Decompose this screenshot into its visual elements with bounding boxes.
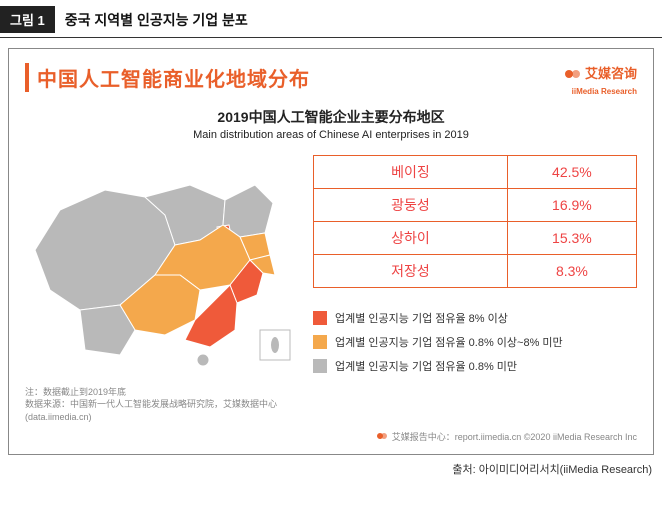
region-cell: 저장성 — [314, 254, 508, 287]
legend: 업계별 인공지능 기업 점유율 8% 이상 업계별 인공지능 기업 점유율 0.… — [313, 310, 637, 374]
subtitle-en: Main distribution areas of Chinese AI en… — [25, 129, 637, 141]
pct-cell: 42.5% — [507, 155, 636, 188]
map-column: 注：数据截止到2019年底 数据来源：中国新一代人工智能发展战略研究院，艾媒数据… — [25, 155, 295, 424]
pct-cell: 8.3% — [507, 254, 636, 287]
legend-label: 업계별 인공지능 기업 점유율 0.8% 미만 — [335, 358, 517, 374]
legend-swatch-icon — [313, 359, 327, 373]
card-topbar: 中国人工智能商业化地域分布 艾媒咨询 iiMedia Research — [25, 63, 637, 97]
brand-logo-small-icon — [376, 430, 388, 444]
table-row: 베이징 42.5% — [314, 155, 637, 188]
figure-title: 중국 지역별 인공지능 기업 분포 — [65, 10, 248, 30]
main-title: 中国人工智能商业化地域分布 — [25, 63, 310, 92]
legend-item: 업계별 인공지능 기업 점유율 0.8% 미만 — [313, 358, 637, 374]
brand-cn: 艾媒咨询 — [585, 66, 637, 81]
figure-tag: 그림 1 — [0, 6, 55, 33]
brand-en: iiMedia Research — [572, 87, 637, 96]
region-cell: 광둥성 — [314, 188, 508, 221]
table-row: 저장성 8.3% — [314, 254, 637, 287]
table-row: 광둥성 16.9% — [314, 188, 637, 221]
distribution-table: 베이징 42.5% 광둥성 16.9% 상하이 15.3% 저장성 8.3% — [313, 155, 637, 288]
region-cell: 상하이 — [314, 221, 508, 254]
table-column: 베이징 42.5% 광둥성 16.9% 상하이 15.3% 저장성 8.3% — [313, 155, 637, 424]
footnote-line-1: 注：数据截止到2019年底 — [25, 386, 295, 399]
pct-cell: 15.3% — [507, 221, 636, 254]
bottom-credit-text: 艾媒报告中心：report.iimedia.cn ©2020 iiMedia R… — [392, 430, 637, 443]
table-row: 상하이 15.3% — [314, 221, 637, 254]
legend-label: 업계별 인공지능 기업 점유율 8% 이상 — [335, 310, 508, 326]
infographic-card: 中国人工智能商业化地域分布 艾媒咨询 iiMedia Research 2019… — [8, 48, 654, 455]
region-cell: 베이징 — [314, 155, 508, 188]
subtitle-block: 2019中国人工智能企业主要分布地区 Main distribution are… — [25, 107, 637, 141]
brand-block: 艾媒咨询 iiMedia Research — [564, 63, 637, 97]
legend-swatch-icon — [313, 311, 327, 325]
figure-header: 그림 1 중국 지역별 인공지능 기업 분포 — [0, 0, 662, 38]
legend-item: 업계별 인공지능 기업 점유율 0.8% 이상~8% 미만 — [313, 334, 637, 350]
source-line: 출처: 아이미디어리서치(iiMedia Research) — [0, 461, 652, 477]
footnote-line-2: 数据来源：中国新一代人工智能发展战略研究院，艾媒数据中心(data.iimedi… — [25, 398, 295, 423]
content-row: 注：数据截止到2019年底 数据来源：中国新一代人工智能发展战略研究院，艾媒数据… — [25, 155, 637, 424]
pct-cell: 16.9% — [507, 188, 636, 221]
subtitle-cn: 2019中国人工智能企业主要分布地区 — [25, 107, 637, 127]
legend-item: 업계별 인공지능 기업 점유율 8% 이상 — [313, 310, 637, 326]
legend-label: 업계별 인공지능 기업 점유율 0.8% 이상~8% 미만 — [335, 334, 563, 350]
bottom-credit: 艾媒报告中心：report.iimedia.cn ©2020 iiMedia R… — [25, 430, 637, 444]
legend-swatch-icon — [313, 335, 327, 349]
brand-logo-icon — [564, 65, 582, 86]
map-footnote: 注：数据截止到2019年底 数据来源：中国新一代人工智能发展战略研究院，艾媒数据… — [25, 386, 295, 424]
china-map — [25, 155, 295, 375]
